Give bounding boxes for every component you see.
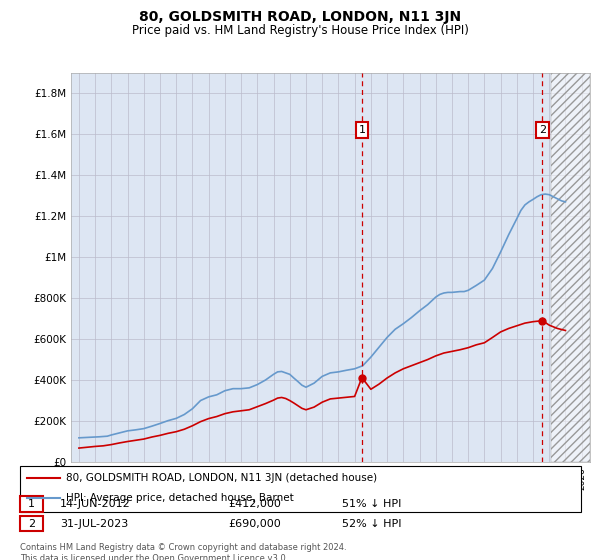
Text: 80, GOLDSMITH ROAD, LONDON, N11 3JN (detached house): 80, GOLDSMITH ROAD, LONDON, N11 3JN (det… [66, 473, 377, 483]
Text: £690,000: £690,000 [228, 519, 281, 529]
Text: 80, GOLDSMITH ROAD, LONDON, N11 3JN: 80, GOLDSMITH ROAD, LONDON, N11 3JN [139, 10, 461, 24]
Text: Contains HM Land Registry data © Crown copyright and database right 2024.
This d: Contains HM Land Registry data © Crown c… [20, 543, 346, 560]
Text: 51% ↓ HPI: 51% ↓ HPI [342, 499, 401, 509]
Text: 2: 2 [28, 519, 35, 529]
Text: £412,000: £412,000 [228, 499, 281, 509]
Text: 52% ↓ HPI: 52% ↓ HPI [342, 519, 401, 529]
Text: Price paid vs. HM Land Registry's House Price Index (HPI): Price paid vs. HM Land Registry's House … [131, 24, 469, 36]
Text: 14-JUN-2012: 14-JUN-2012 [60, 499, 131, 509]
Text: 2: 2 [539, 125, 546, 135]
Text: 31-JUL-2023: 31-JUL-2023 [60, 519, 128, 529]
Text: 1: 1 [358, 125, 365, 135]
Bar [551, 73, 590, 462]
Text: HPI: Average price, detached house, Barnet: HPI: Average price, detached house, Barn… [66, 493, 294, 503]
Text: 1: 1 [28, 499, 35, 509]
Bar [551, 73, 590, 462]
